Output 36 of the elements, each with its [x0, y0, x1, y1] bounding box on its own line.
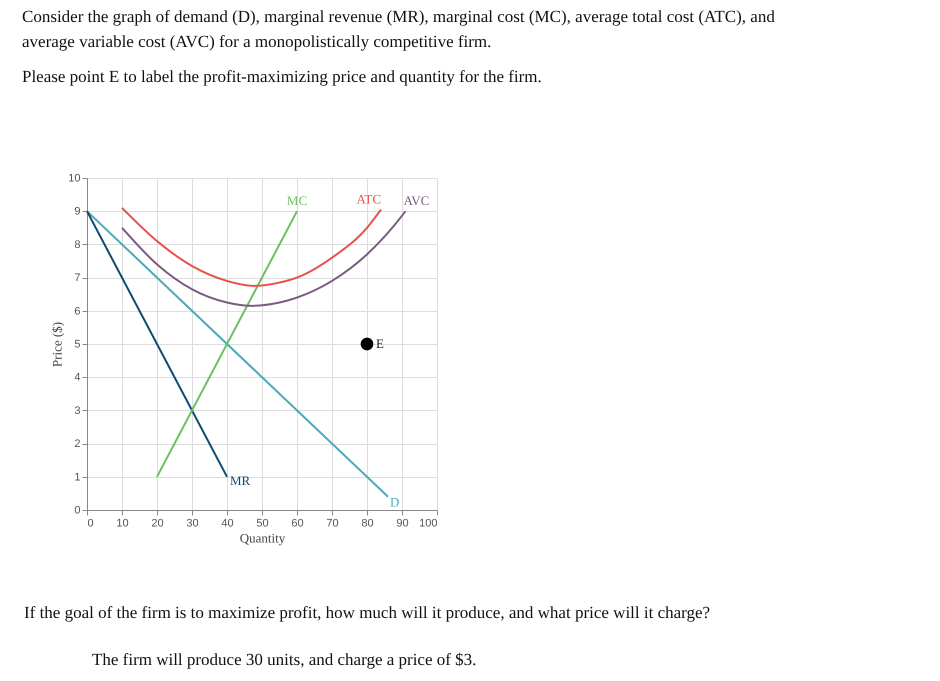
y-tick-label: 1	[74, 471, 80, 484]
x-tick-label: 40	[221, 518, 234, 530]
y-tick-label: 10	[68, 172, 80, 184]
text: The firm will produce 30 units, and charge a price of $3.	[92, 650, 476, 669]
y-tick-label: 2	[74, 438, 80, 450]
text: If the goal of the firm is to maximize profit, how much will it produce, and what price will it charge?	[24, 603, 710, 622]
x-tick-label: 20	[151, 518, 164, 530]
series-label: D	[390, 494, 400, 510]
x-tick-label: 80	[361, 518, 374, 530]
series-label: E	[376, 336, 384, 351]
y-tick-label: 0	[74, 504, 80, 516]
series-label: ATC	[356, 192, 381, 207]
x-tick-label: 0	[88, 518, 94, 530]
y-tick-label: 8	[74, 238, 80, 251]
line-series	[121, 206, 382, 287]
y-tick-label: 9	[74, 206, 80, 218]
series-label: AVC	[404, 193, 430, 208]
y-tick-label: 7	[74, 272, 80, 284]
y-tick-label: 3	[74, 404, 80, 417]
series-label: MR	[230, 472, 251, 488]
x-tick-label: 10	[116, 518, 129, 530]
chart-subtitle: Please point E to label the profit-maximizing price and quantity for the firm.	[22, 67, 542, 86]
y-tick-label: 6	[74, 305, 80, 318]
y-tick-label: 4	[74, 372, 80, 384]
line-series	[121, 210, 406, 307]
chart-title: Consider the graph of demand (D), marginal revenue (MR), marginal cost (MC), average total cost (ATC), and average variable cost (AVC) for a monopolistically competitive firm.	[22, 7, 776, 51]
y-tick-label: 5	[74, 338, 80, 350]
y-axis-title: Price ($)	[49, 322, 64, 368]
x-tick-label: 50	[256, 518, 269, 530]
series-label: MC	[286, 193, 308, 208]
x-tick-label: 90	[396, 518, 409, 530]
x-tick-label: 30	[186, 518, 199, 530]
x-axis-title: Quantity	[240, 530, 286, 546]
x-tick-label: 70	[326, 518, 339, 530]
x-tick-label: 100	[419, 518, 438, 530]
x-tick-label: 60	[291, 518, 304, 530]
